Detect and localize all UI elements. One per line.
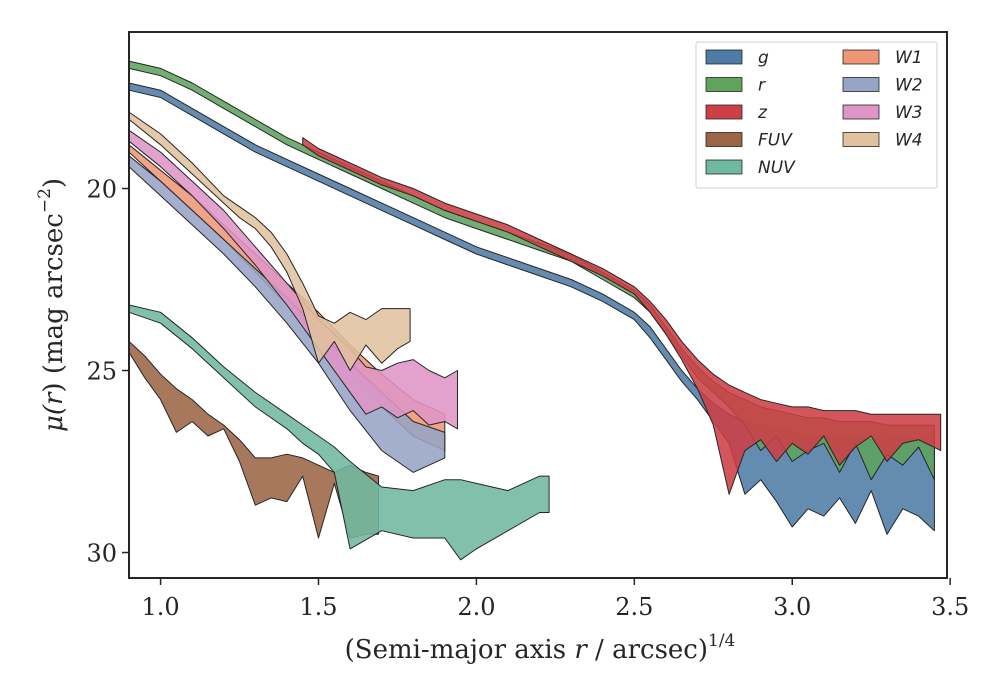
legend-label-w3: W3 <box>895 103 923 123</box>
legend-swatch-fuv <box>705 132 743 147</box>
x-tick-label: 1.5 <box>299 593 337 621</box>
x-tick-label: 2.5 <box>615 593 653 621</box>
legend-label-r: r <box>758 76 766 96</box>
band-fuv <box>128 340 379 539</box>
x-tick-label: 3.0 <box>773 593 811 621</box>
band-layer <box>128 60 942 561</box>
x-tick-label: 3.5 <box>931 593 969 621</box>
x-axis-label: (Semi-major axis r / arcsec)1/4 <box>345 631 736 665</box>
legend-swatch-nuv <box>705 159 743 175</box>
y-tick-label: 30 <box>86 540 117 568</box>
axes-frame <box>128 31 948 579</box>
legend-label-w4: W4 <box>895 131 923 151</box>
legend-swatch-r <box>705 77 743 92</box>
x-tick-label: 1.0 <box>141 593 179 621</box>
band-z <box>302 137 942 495</box>
plot-frame <box>128 31 948 579</box>
band-w3 <box>128 129 458 430</box>
legend-label-g: g <box>758 48 769 68</box>
x-tick-label: 2.0 <box>457 593 495 621</box>
legend: grz FUV NUV W1 W2 W3 W4 <box>695 41 938 189</box>
legend-label-z: z <box>757 103 768 123</box>
legend-swatch-g <box>705 49 743 65</box>
band-nuv <box>128 304 550 561</box>
y-tick-label: 20 <box>86 176 117 204</box>
y-axis-label: μ(r) (mag arcsec−2) <box>35 178 69 432</box>
x-axis-ticks: 1.0 1.5 2.0 2.5 3.0 3.5 <box>141 578 969 621</box>
legend-label-w1: W1 <box>895 48 923 68</box>
legend-swatch-w1 <box>842 49 880 65</box>
band-w4 <box>128 111 411 371</box>
legend-swatch-w2 <box>842 77 880 92</box>
y-axis-ticks: 20 25 30 <box>86 176 129 568</box>
legend-label-w2: W2 <box>895 76 923 96</box>
legend-swatch-w3 <box>842 104 880 120</box>
legend-swatch-z <box>705 104 743 120</box>
legend-label-nuv: NUV <box>758 158 796 178</box>
legend-swatch-w4 <box>842 132 880 147</box>
legend-label-fuv: FUV <box>758 131 793 151</box>
y-tick-label: 25 <box>86 358 117 386</box>
